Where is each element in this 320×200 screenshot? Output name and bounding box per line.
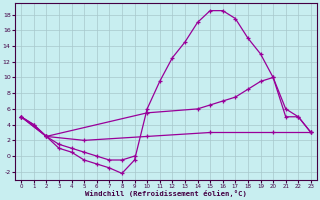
X-axis label: Windchill (Refroidissement éolien,°C): Windchill (Refroidissement éolien,°C) [85, 190, 247, 197]
